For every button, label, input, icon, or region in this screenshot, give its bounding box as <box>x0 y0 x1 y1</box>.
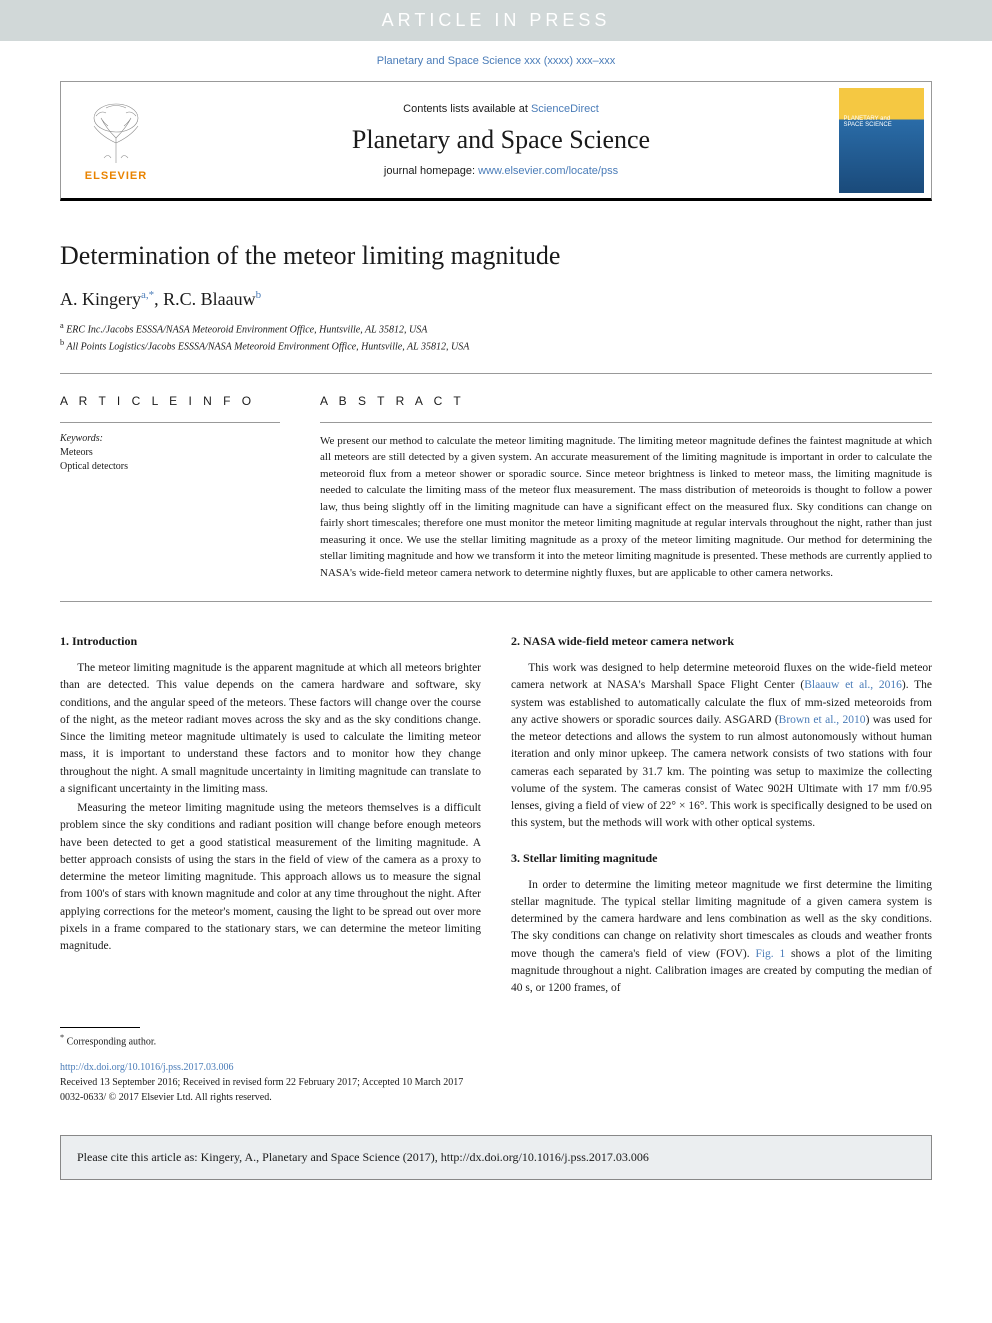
affiliation-0: a ERC Inc./Jacobs ESSSA/NASA Meteoroid E… <box>60 320 932 337</box>
author-0-marks: a,* <box>141 289 154 301</box>
doi-link[interactable]: http://dx.doi.org/10.1016/j.pss.2017.03.… <box>60 1062 233 1073</box>
cite-box: Please cite this article as: Kingery, A.… <box>60 1135 932 1180</box>
header-center: Contents lists available at ScienceDirec… <box>171 82 831 198</box>
homepage-line: journal homepage: www.elsevier.com/locat… <box>171 165 831 177</box>
publisher-logo-block: ELSEVIER <box>61 82 171 198</box>
keywords-label: Keywords: <box>60 433 280 444</box>
aff-0-mark: a <box>60 321 64 330</box>
article-in-press-banner: ARTICLE IN PRESS <box>0 0 992 41</box>
section-0: 1. Introduction The meteor limiting magni… <box>60 632 481 955</box>
homepage-link[interactable]: www.elsevier.com/locate/pss <box>478 165 618 177</box>
paragraph: Measuring the meteor limiting magnitude … <box>60 800 481 955</box>
paragraph: The meteor limiting magnitude is the app… <box>60 660 481 798</box>
affiliations: a ERC Inc./Jacobs ESSSA/NASA Meteoroid E… <box>60 320 932 355</box>
journal-cover-block: PLANETARY and SPACE SCIENCE <box>831 82 931 198</box>
sciencedirect-link[interactable]: ScienceDirect <box>531 103 599 115</box>
section-title: 2. NASA wide-field meteor camera network <box>511 632 932 650</box>
elsevier-tree-icon <box>76 98 156 168</box>
section-title: 3. Stellar limiting magnitude <box>511 849 932 867</box>
copyright-line: 0032-0633/ © 2017 Elsevier Ltd. All righ… <box>60 1090 932 1105</box>
authors-line: A. Kingerya,*, R.C. Blaauwb <box>60 289 932 310</box>
paragraph: In order to determine the limiting meteo… <box>511 877 932 998</box>
cover-line1: PLANETARY and <box>844 116 891 122</box>
publisher-name: ELSEVIER <box>85 170 147 182</box>
abstract-text: We present our method to calculate the m… <box>320 433 932 582</box>
footer-area: * Corresponding author. http://dx.doi.or… <box>0 1017 992 1114</box>
author-1: R.C. Blaauw <box>163 289 256 309</box>
keyword-1: Optical detectors <box>60 460 280 474</box>
main-content: Determination of the meteor limiting mag… <box>0 201 992 1017</box>
paragraph: This work was designed to help determine… <box>511 660 932 833</box>
divider <box>320 422 932 423</box>
journal-header: ELSEVIER Contents lists available at Sci… <box>60 81 932 201</box>
contents-available-line: Contents lists available at ScienceDirec… <box>171 103 831 115</box>
footnote-separator <box>60 1027 140 1028</box>
aff-1-mark: b <box>60 338 64 347</box>
contents-text: Contents lists available at <box>403 103 531 115</box>
section-2: 3. Stellar limiting magnitude In order to… <box>511 849 932 998</box>
divider <box>60 601 932 602</box>
abstract-column: A B S T R A C T We present our method to… <box>320 394 932 582</box>
keyword-0: Meteors <box>60 446 280 460</box>
top-citation: Planetary and Space Science xxx (xxxx) x… <box>0 41 992 81</box>
homepage-label: journal homepage: <box>384 165 478 177</box>
article-info-heading: A R T I C L E I N F O <box>60 394 280 408</box>
corresponding-footnote: * Corresponding author. <box>60 1032 932 1049</box>
article-history: Received 13 September 2016; Received in … <box>60 1075 932 1090</box>
footnote-text: Corresponding author. <box>67 1037 156 1048</box>
section-title: 1. Introduction <box>60 632 481 650</box>
affiliation-1: b All Points Logistics/Jacobs ESSSA/NASA… <box>60 337 932 354</box>
article-title: Determination of the meteor limiting mag… <box>60 241 932 271</box>
divider <box>60 422 280 423</box>
cover-line2: SPACE SCIENCE <box>844 122 892 128</box>
section-1: 2. NASA wide-field meteor camera network… <box>511 632 932 833</box>
info-abstract-row: A R T I C L E I N F O Keywords: Meteors … <box>60 374 932 602</box>
author-0: A. Kingery <box>60 289 141 309</box>
article-info-column: A R T I C L E I N F O Keywords: Meteors … <box>60 394 280 582</box>
aff-0-text: ERC Inc./Jacobs ESSSA/NASA Meteoroid Env… <box>66 324 427 335</box>
abstract-heading: A B S T R A C T <box>320 394 932 408</box>
body-columns: 1. Introduction The meteor limiting magni… <box>60 632 932 997</box>
journal-name: Planetary and Space Science <box>171 125 831 155</box>
footnote-mark: * <box>60 1033 64 1042</box>
author-1-marks: b <box>256 289 262 301</box>
journal-cover-icon: PLANETARY and SPACE SCIENCE <box>839 88 924 193</box>
aff-1-text: All Points Logistics/Jacobs ESSSA/NASA M… <box>67 342 470 353</box>
